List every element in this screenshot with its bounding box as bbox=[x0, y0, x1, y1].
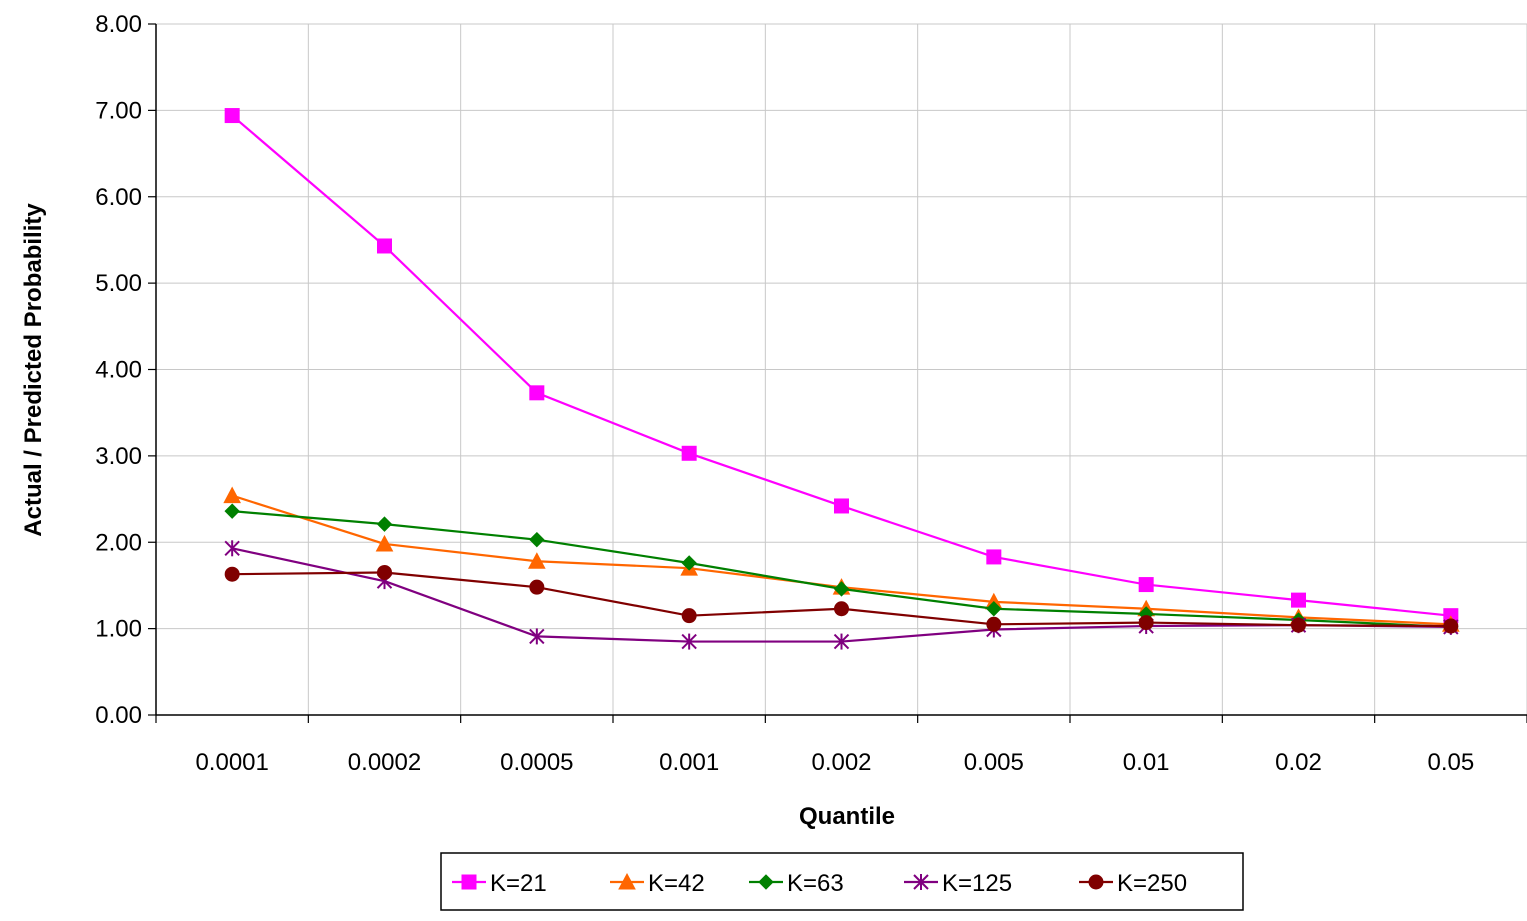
data-point bbox=[224, 566, 240, 582]
data-point bbox=[376, 516, 393, 532]
x-tick-label: 0.01 bbox=[1123, 749, 1170, 776]
legend: K=21 K=42 K=63 K=125 K=250 bbox=[440, 852, 1244, 911]
data-point bbox=[529, 579, 545, 595]
data-point bbox=[986, 616, 1002, 632]
data-point bbox=[1291, 617, 1306, 633]
data-point bbox=[681, 633, 697, 650]
y-axis-title: Actual / Predicted Probability bbox=[20, 203, 47, 537]
data-point bbox=[527, 552, 546, 569]
legend-swatch-marker bbox=[758, 874, 774, 890]
data-point bbox=[681, 608, 697, 624]
x-tick-label: 0.02 bbox=[1275, 749, 1322, 776]
legend-item: K=125 bbox=[904, 870, 1012, 897]
legend-item: K=21 bbox=[452, 870, 547, 897]
x-tick-label: 0.05 bbox=[1427, 749, 1474, 776]
legend-item: K=42 bbox=[610, 870, 705, 897]
series-k-63 bbox=[224, 503, 1459, 635]
axes bbox=[148, 23, 1527, 723]
x-tick-label: 0.0001 bbox=[195, 749, 268, 776]
y-tick-label: 6.00 bbox=[95, 184, 142, 211]
x-tick-label: 0.0005 bbox=[500, 749, 573, 776]
data-point bbox=[377, 564, 392, 580]
x-tick-label: 0.001 bbox=[659, 749, 719, 776]
x-axis-title: Quantile bbox=[799, 803, 895, 830]
series-lines bbox=[223, 108, 1460, 650]
legend-label: K=21 bbox=[490, 870, 547, 897]
y-tick-label: 5.00 bbox=[95, 270, 142, 297]
data-point bbox=[224, 503, 240, 519]
data-point bbox=[1443, 618, 1459, 634]
data-point bbox=[377, 238, 392, 254]
legend-item: K=250 bbox=[1079, 870, 1187, 897]
data-point bbox=[529, 531, 545, 548]
data-point bbox=[833, 581, 850, 597]
legend-label: K=42 bbox=[648, 870, 705, 897]
legend-label: K=63 bbox=[787, 870, 844, 897]
x-tick-label: 0.002 bbox=[811, 749, 871, 776]
data-point bbox=[1138, 577, 1154, 593]
legend-item: K=63 bbox=[749, 870, 844, 897]
x-tick-label: 0.0002 bbox=[348, 749, 421, 776]
series-k-21 bbox=[224, 108, 1459, 624]
y-tick-label: 8.00 bbox=[95, 11, 142, 38]
data-point bbox=[1291, 592, 1306, 608]
legend-items: K=21 K=42 K=63 K=125 K=250 bbox=[452, 870, 1187, 897]
y-tick-label: 7.00 bbox=[95, 97, 142, 124]
data-point bbox=[224, 108, 240, 124]
data-point bbox=[223, 486, 242, 504]
series-k-250 bbox=[224, 564, 1459, 634]
y-tick-label: 0.00 bbox=[95, 702, 142, 729]
tick-labels: 0.00 1.00 2.00 3.00 4.00 5.00 6.00 7.00 8.00 0.00… bbox=[95, 11, 1474, 776]
y-tick-label: 2.00 bbox=[95, 529, 142, 556]
legend-swatch-marker bbox=[1088, 874, 1104, 890]
data-point bbox=[529, 385, 545, 401]
data-point bbox=[986, 549, 1002, 565]
data-point bbox=[834, 601, 849, 617]
x-tick-label: 0.005 bbox=[964, 749, 1024, 776]
data-point bbox=[1138, 615, 1154, 631]
legend-swatch-marker bbox=[461, 874, 477, 890]
data-point bbox=[681, 555, 697, 571]
grid-lines bbox=[156, 23, 1527, 715]
data-point bbox=[681, 445, 697, 461]
y-tick-label: 1.00 bbox=[95, 616, 142, 643]
series-line bbox=[231, 114, 1451, 617]
legend-swatch-marker bbox=[618, 872, 636, 890]
data-point bbox=[986, 601, 1002, 617]
y-tick-label: 4.00 bbox=[95, 357, 142, 384]
data-point bbox=[224, 540, 240, 557]
data-point bbox=[833, 633, 850, 650]
data-point bbox=[375, 534, 394, 552]
data-point bbox=[834, 498, 849, 514]
data-point bbox=[529, 628, 545, 645]
legend-label: K=125 bbox=[942, 870, 1012, 897]
y-tick-label: 3.00 bbox=[95, 443, 142, 470]
legend-label: K=250 bbox=[1117, 870, 1187, 897]
legend-swatch-marker bbox=[913, 874, 929, 890]
